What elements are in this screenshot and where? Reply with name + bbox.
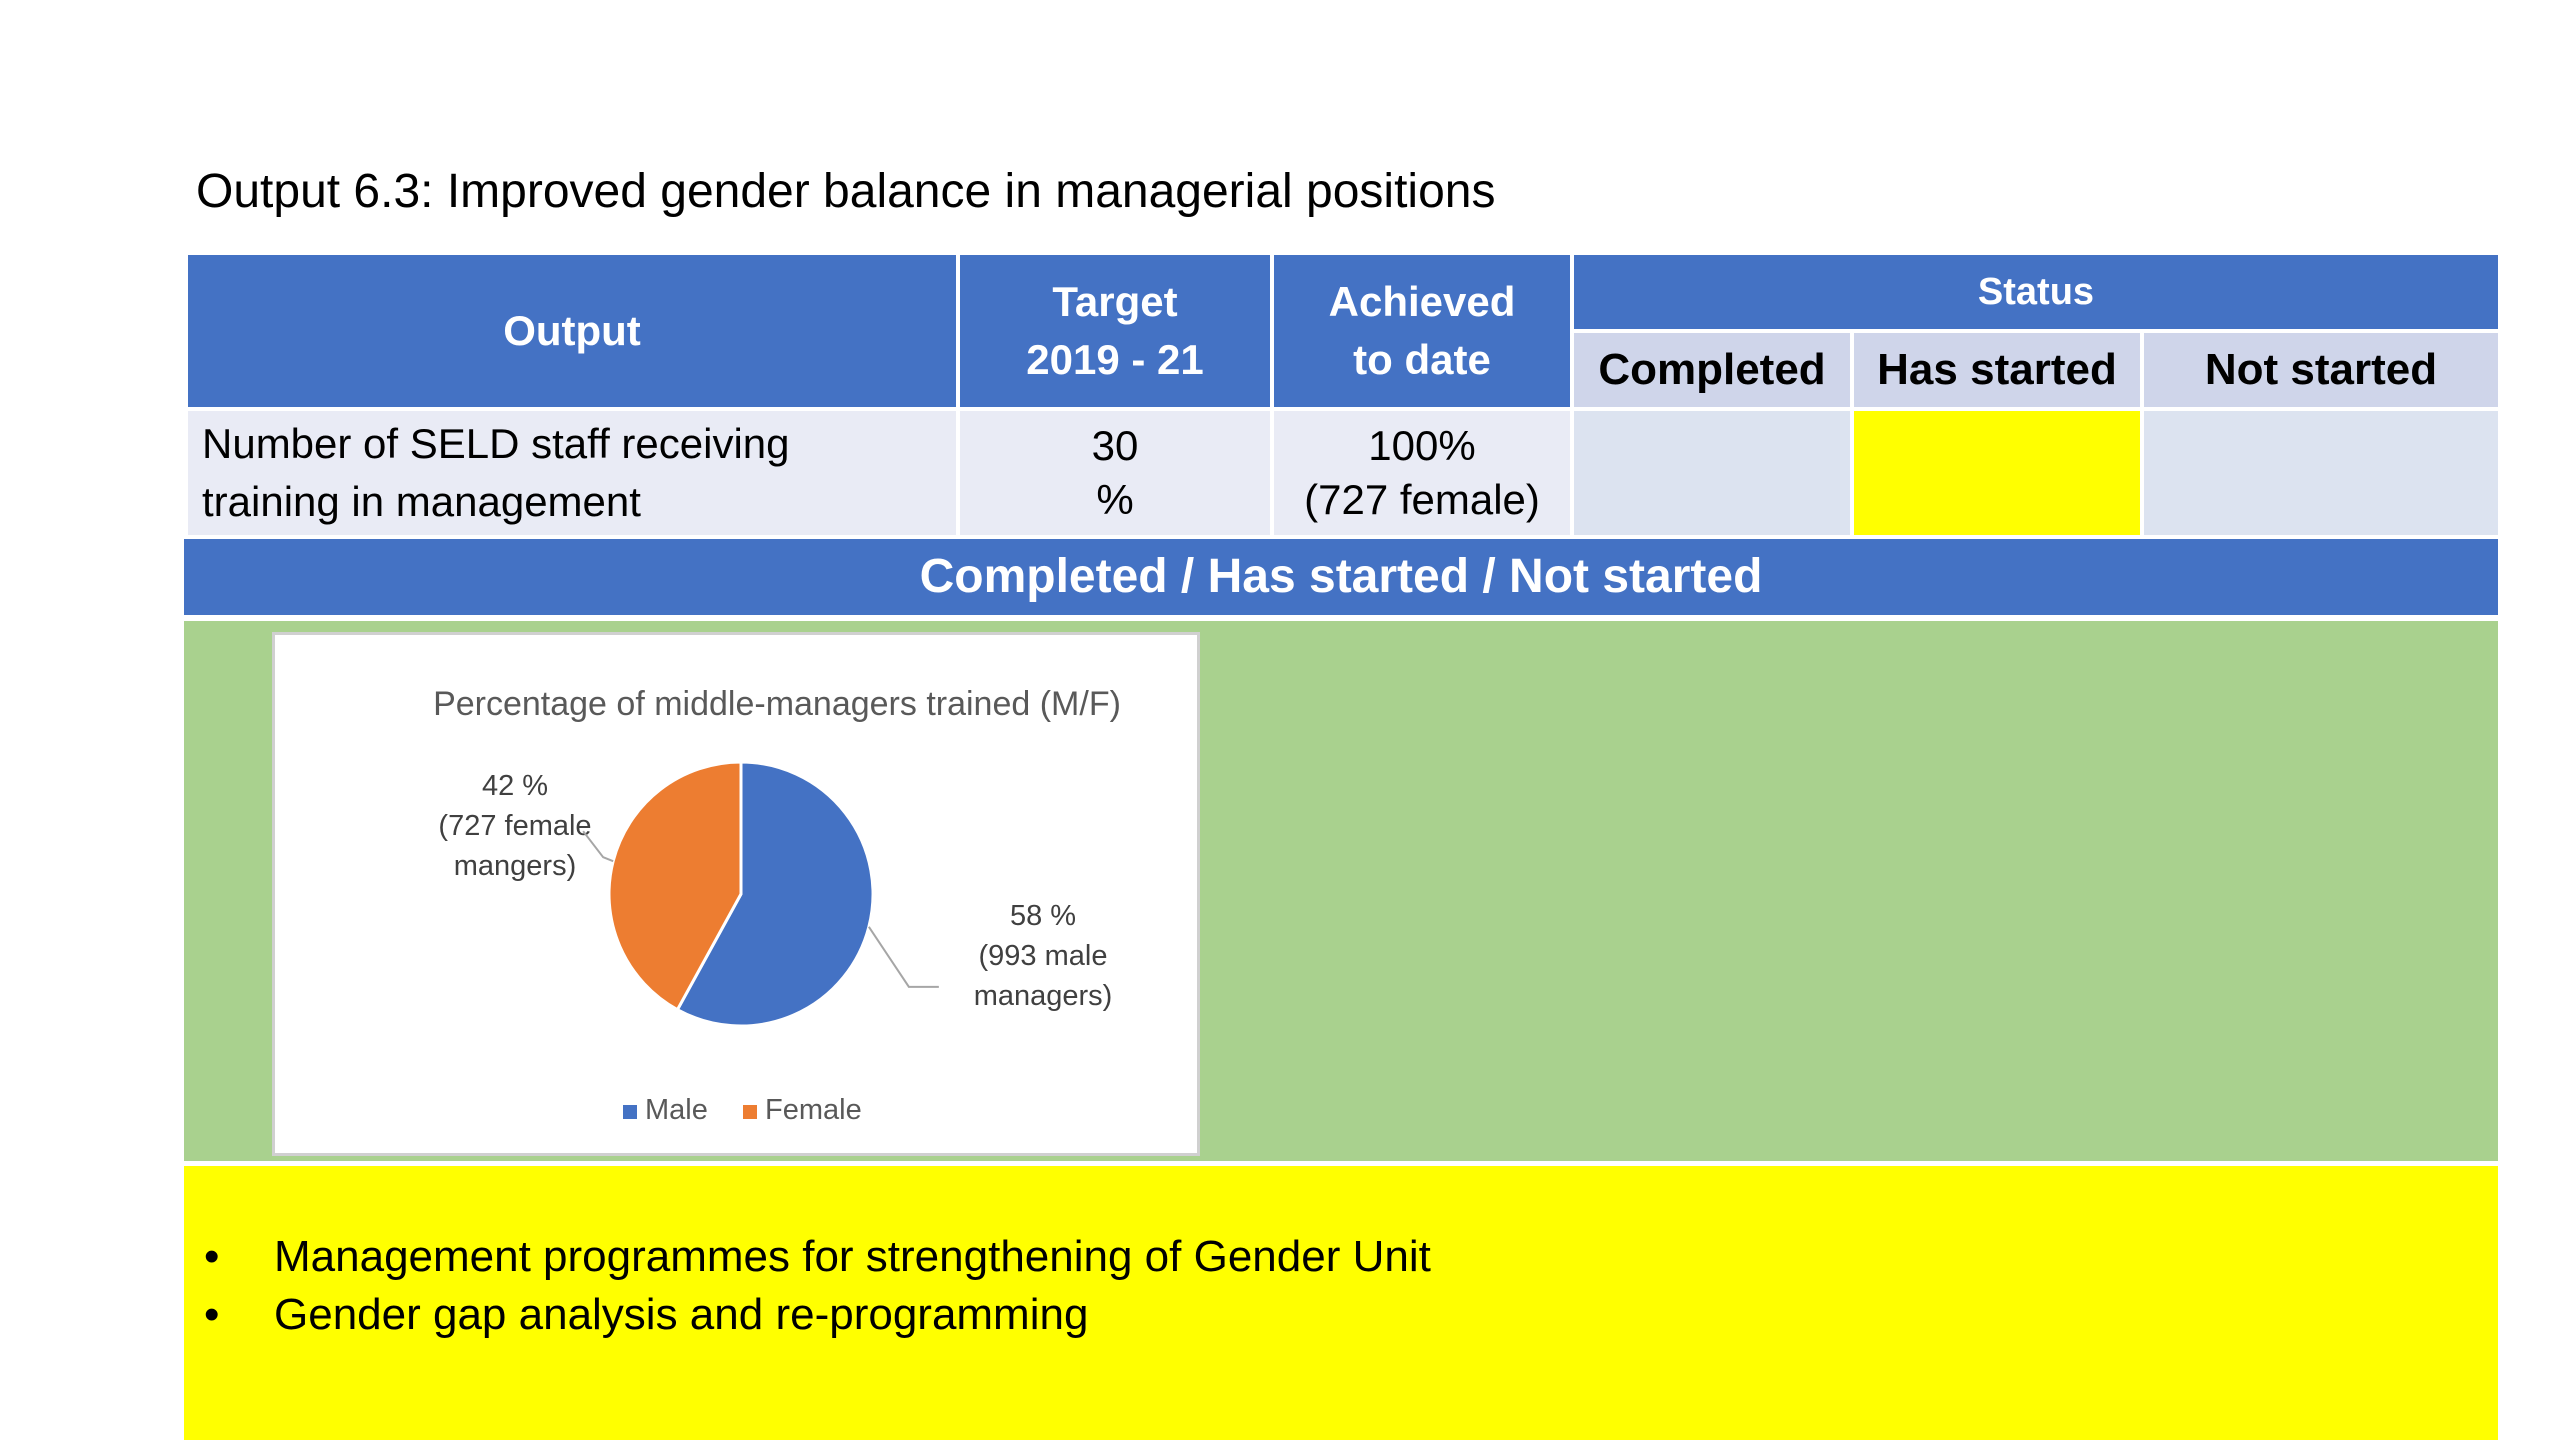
leader-line-female [582, 830, 614, 863]
svg-text:mangers): mangers) [454, 850, 577, 882]
svg-text:(727 female: (727 female [438, 810, 591, 842]
list-item: Management programmes for strengthening … [198, 1228, 1431, 1286]
status-has-started-header: Has started [1850, 329, 2144, 411]
slide-title: Output 6.3: Improved gender balance in m… [196, 165, 1496, 218]
status-not-started-header: Not started [2140, 329, 2502, 411]
data-label-male: 58 % (993 male managers) [974, 900, 1113, 1012]
svg-text:42 %: 42 % [482, 770, 548, 802]
svg-text:58 %: 58 % [1010, 900, 1076, 932]
output-header: Output [184, 251, 960, 411]
status-legend-bar: Completed / Has started / Not started [184, 539, 2498, 615]
list-item: Gender gap analysis and re-programming [198, 1286, 1431, 1344]
svg-text:Male: Male [645, 1094, 708, 1126]
achieved-header: Achieved to date [1270, 251, 1574, 411]
data-label-female: 42 % (727 female mangers) [438, 770, 591, 882]
pie-chart: Percentage of middle-managers trained (M… [272, 632, 1200, 1156]
activity-list: Management programmes for strengthening … [198, 1228, 1431, 1344]
status-completed-header: Completed [1570, 329, 1854, 411]
target-header: Target 2019 - 21 [956, 251, 1274, 411]
output-cell: Number of SELD staff receiving training … [184, 407, 960, 539]
leader-line-male [868, 926, 939, 988]
target-cell: 30 % [956, 407, 1274, 539]
achieved-cell: 100% (727 female) [1270, 407, 1574, 539]
svg-text:managers): managers) [974, 980, 1113, 1012]
table-row: Number of SELD staff receiving training … [184, 407, 2502, 539]
pie-chart-canvas: Percentage of middle-managers trained (M… [433, 685, 1121, 1126]
svg-text:Female: Female [765, 1094, 862, 1126]
status-completed-cell [1570, 407, 1854, 539]
chart-title: Percentage of middle-managers trained (M… [433, 685, 1121, 723]
svg-text:(993 male: (993 male [979, 940, 1108, 972]
activities-area: Management programmes for strengthening … [184, 1166, 2498, 1440]
status-has-started-cell [1850, 407, 2144, 539]
pie-slice-female [607, 760, 743, 1012]
legend-item-male: Male [623, 1094, 708, 1126]
pie-slice-male [675, 760, 875, 1028]
output-status-table: Output Target 2019 - 21 Achieved to date… [184, 251, 2502, 539]
status-header: Status [1570, 251, 2502, 333]
legend-item-female: Female [743, 1094, 862, 1126]
status-not-started-cell [2140, 407, 2502, 539]
